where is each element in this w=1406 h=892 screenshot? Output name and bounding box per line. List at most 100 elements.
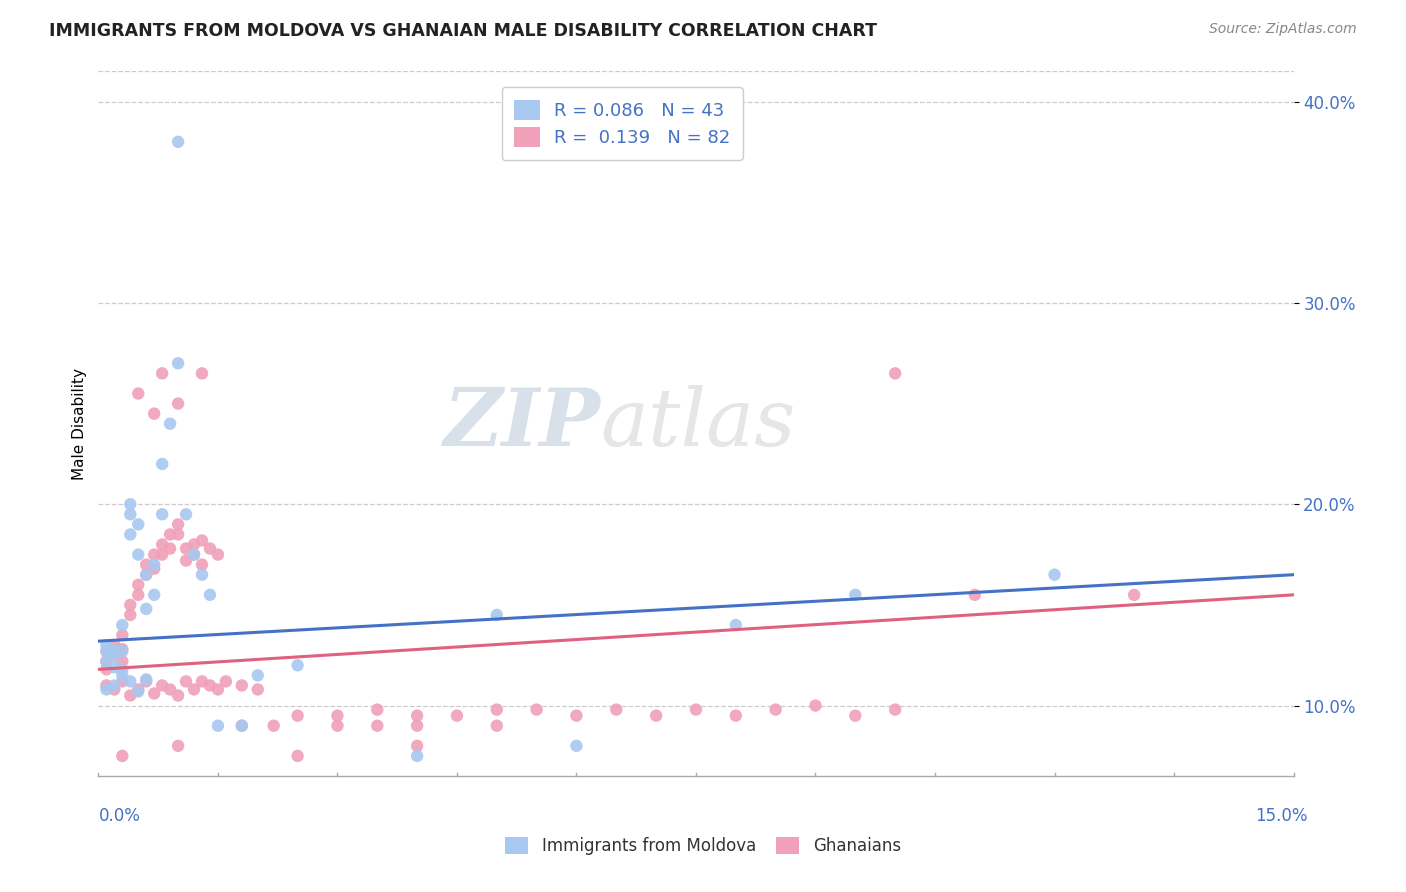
Point <box>135 673 157 687</box>
Point <box>135 674 157 689</box>
Point <box>103 642 125 657</box>
Point <box>150 537 173 551</box>
Point <box>446 708 468 723</box>
Point <box>103 682 125 697</box>
Point <box>884 703 907 717</box>
Point <box>804 698 827 713</box>
Point <box>167 739 190 753</box>
Point <box>103 648 125 663</box>
Point <box>127 548 149 562</box>
Point <box>287 658 309 673</box>
Point <box>127 588 149 602</box>
Point <box>96 662 118 676</box>
Point <box>231 719 253 733</box>
Point <box>263 719 285 733</box>
Point <box>96 654 118 668</box>
Text: atlas: atlas <box>600 385 796 462</box>
Point <box>191 558 214 572</box>
Point <box>207 682 229 697</box>
Point <box>526 703 548 717</box>
Point <box>191 674 214 689</box>
Point <box>143 588 166 602</box>
Point <box>111 654 134 668</box>
Point <box>406 719 429 733</box>
Point <box>406 739 429 753</box>
Point <box>111 748 134 763</box>
Point <box>215 674 238 689</box>
Point <box>191 533 214 548</box>
Point <box>150 678 173 692</box>
Point <box>150 367 173 381</box>
Point <box>96 682 118 697</box>
Point <box>207 719 229 733</box>
Point <box>103 678 125 692</box>
Point <box>127 578 149 592</box>
Point <box>183 548 205 562</box>
Point <box>159 682 181 697</box>
Point <box>111 628 134 642</box>
Point <box>120 497 142 511</box>
Point <box>174 674 197 689</box>
Point <box>111 674 134 689</box>
Point <box>207 548 229 562</box>
Point <box>198 541 221 556</box>
Text: 15.0%: 15.0% <box>1256 807 1308 825</box>
Point <box>366 719 388 733</box>
Point <box>1123 588 1146 602</box>
Point <box>120 674 142 689</box>
Point <box>174 541 197 556</box>
Point <box>183 682 205 697</box>
Legend: Immigrants from Moldova, Ghanaians: Immigrants from Moldova, Ghanaians <box>499 830 907 862</box>
Point <box>143 558 166 572</box>
Point <box>159 527 181 541</box>
Point <box>127 386 149 401</box>
Point <box>135 558 157 572</box>
Point <box>167 517 190 532</box>
Point <box>406 708 429 723</box>
Point <box>246 668 269 682</box>
Point <box>1043 567 1066 582</box>
Point <box>191 367 214 381</box>
Point <box>167 527 190 541</box>
Point <box>183 537 205 551</box>
Point <box>103 648 125 663</box>
Point <box>120 689 142 703</box>
Point <box>167 689 190 703</box>
Point <box>645 708 668 723</box>
Point <box>159 541 181 556</box>
Point <box>103 638 125 652</box>
Point <box>167 396 190 410</box>
Point <box>120 607 142 622</box>
Text: 0.0%: 0.0% <box>98 807 141 825</box>
Point <box>183 548 205 562</box>
Point <box>605 703 627 717</box>
Point <box>135 567 157 582</box>
Point <box>485 719 508 733</box>
Point <box>111 642 134 657</box>
Point <box>135 602 157 616</box>
Text: IMMIGRANTS FROM MOLDOVA VS GHANAIAN MALE DISABILITY CORRELATION CHART: IMMIGRANTS FROM MOLDOVA VS GHANAIAN MALE… <box>49 22 877 40</box>
Point <box>120 508 142 522</box>
Point <box>485 703 508 717</box>
Point <box>111 618 134 632</box>
Legend: R = 0.086   N = 43, R =  0.139   N = 82: R = 0.086 N = 43, R = 0.139 N = 82 <box>502 87 744 160</box>
Point <box>174 553 197 567</box>
Point <box>246 682 269 697</box>
Text: ZIP: ZIP <box>443 385 600 462</box>
Point <box>366 703 388 717</box>
Point <box>565 739 588 753</box>
Point <box>120 527 142 541</box>
Point <box>287 748 309 763</box>
Point <box>96 644 118 658</box>
Point <box>111 668 134 682</box>
Point <box>406 748 429 763</box>
Point <box>287 708 309 723</box>
Point <box>143 407 166 421</box>
Y-axis label: Male Disability: Male Disability <box>72 368 87 480</box>
Point <box>174 508 197 522</box>
Point <box>231 719 253 733</box>
Point <box>167 356 190 370</box>
Point <box>231 678 253 692</box>
Point <box>565 708 588 723</box>
Point <box>326 719 349 733</box>
